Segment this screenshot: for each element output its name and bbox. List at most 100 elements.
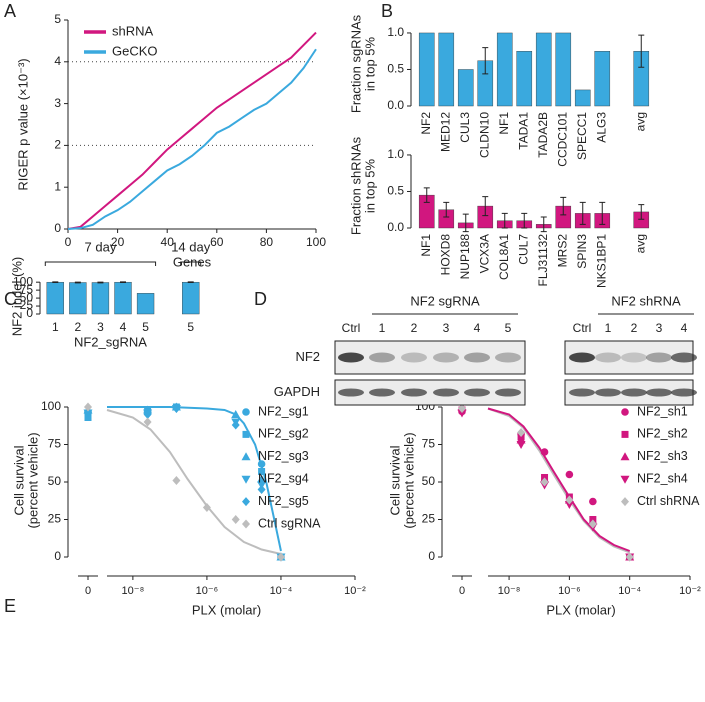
error-bar [540,216,547,233]
bar [594,51,611,107]
x-tick-label: COL8A1 [497,234,511,280]
point [565,495,574,505]
point [517,428,526,437]
legend-label: NF2_sh1 [637,404,688,418]
band [621,352,647,363]
band [338,388,364,397]
x-tick-label: 80 [260,235,274,249]
x-tick-label: 2 [75,320,82,334]
group-bracket [44,261,157,266]
band [401,388,427,397]
bar [182,281,200,315]
legend-marker [241,452,251,461]
legend-marker [242,497,250,507]
y-axis-title: Fraction shRNAs [348,136,363,235]
point [258,468,266,475]
band [495,388,521,397]
y-tick-label: 3 [54,96,61,110]
band [338,352,364,363]
x-tick-label: 60 [210,235,224,249]
legend-marker [621,408,629,416]
panel-label: D [254,289,267,309]
bar [457,69,474,107]
x-tick-label: CUL3 [458,112,472,143]
band [646,352,672,363]
y-axis-title: (percent vehicle) [25,432,40,528]
x-tick-label: MED12 [438,112,452,152]
x-tick-label: 5 [187,320,194,334]
error-bar [120,281,126,283]
y-tick-label: 25 [422,512,436,526]
band [369,388,395,397]
bar [69,282,87,315]
lane-label: 1 [605,321,612,335]
band [495,352,521,363]
x-tick-label: CLDN10 [477,112,491,158]
legend-label: NF2_sh3 [637,449,688,463]
x-tick-label: 0 [459,585,465,597]
x-tick-label: SPIN3 [575,234,589,269]
point [84,402,92,412]
y-tick-label: 100 [41,399,61,413]
x-tick-label: 10⁻⁶ [196,585,219,597]
x-tick-label: 0 [65,235,72,249]
lane-label: 1 [379,321,386,335]
legend-marker [241,475,251,484]
x-axis-title: PLX (molar) [192,602,261,617]
row-label: GAPDH [274,384,320,399]
x-tick-label: TADA2B [536,112,550,158]
point [588,519,597,529]
panel-label: E [4,596,16,616]
lane-label: Ctrl [573,321,592,335]
x-tick-label: 10⁻⁸ [498,585,521,597]
x-tick-label: NF2 [419,112,433,135]
lane-label: 4 [474,321,481,335]
blot-title: NF2 sgRNA [410,293,480,308]
point [625,552,634,562]
band [569,352,595,363]
lane-label: 2 [631,321,638,335]
y-tick-label: 75 [48,437,62,451]
band [433,388,459,397]
x-tick-label: SPECC1 [575,112,589,160]
y-tick-label: 25 [48,512,62,526]
point [457,409,467,418]
point [231,410,241,418]
x-tick-label: 5 [142,320,149,334]
x-tick-label: avg [633,234,647,253]
y-tick-label: 1.0 [387,147,404,161]
band [595,388,621,397]
error-bar [97,281,104,284]
bar [574,89,591,107]
legend-label: NF2_sg1 [258,404,309,418]
error-bar [638,204,645,220]
fit-curve [487,407,631,552]
x-tick-label: 0 [85,585,91,597]
fit-curve [487,407,631,554]
x-tick-label: 10⁻⁸ [122,585,145,597]
x-axis-title: PLX (molar) [546,602,615,617]
error-bar [187,281,194,283]
x-tick-label: 20 [111,235,125,249]
bar [46,281,64,315]
x-tick-label: NUP188 [458,234,472,280]
legend-label: shRNA [112,23,154,38]
y-tick-label: 0 [26,306,33,320]
group-bracket [180,261,202,266]
legend-label: Ctrl sgRNA [258,516,321,530]
x-tick-label: 40 [161,235,175,249]
x-tick-label: ALG3 [594,112,608,143]
y-tick-label: 0.5 [387,62,404,76]
group-label: 7 day [85,239,117,254]
band [401,352,427,363]
legend-label: GeCKO [112,43,158,58]
legend-label: NF2_sg5 [258,494,309,508]
band [464,352,490,363]
y-tick-label: 0 [54,221,61,235]
error-bar [482,196,489,217]
x-tick-label: TADA1 [516,112,530,150]
error-bar [560,196,567,216]
error-bar [521,212,528,229]
bar [91,282,110,315]
x-axis-title: NF2_sgRNA [74,334,147,349]
